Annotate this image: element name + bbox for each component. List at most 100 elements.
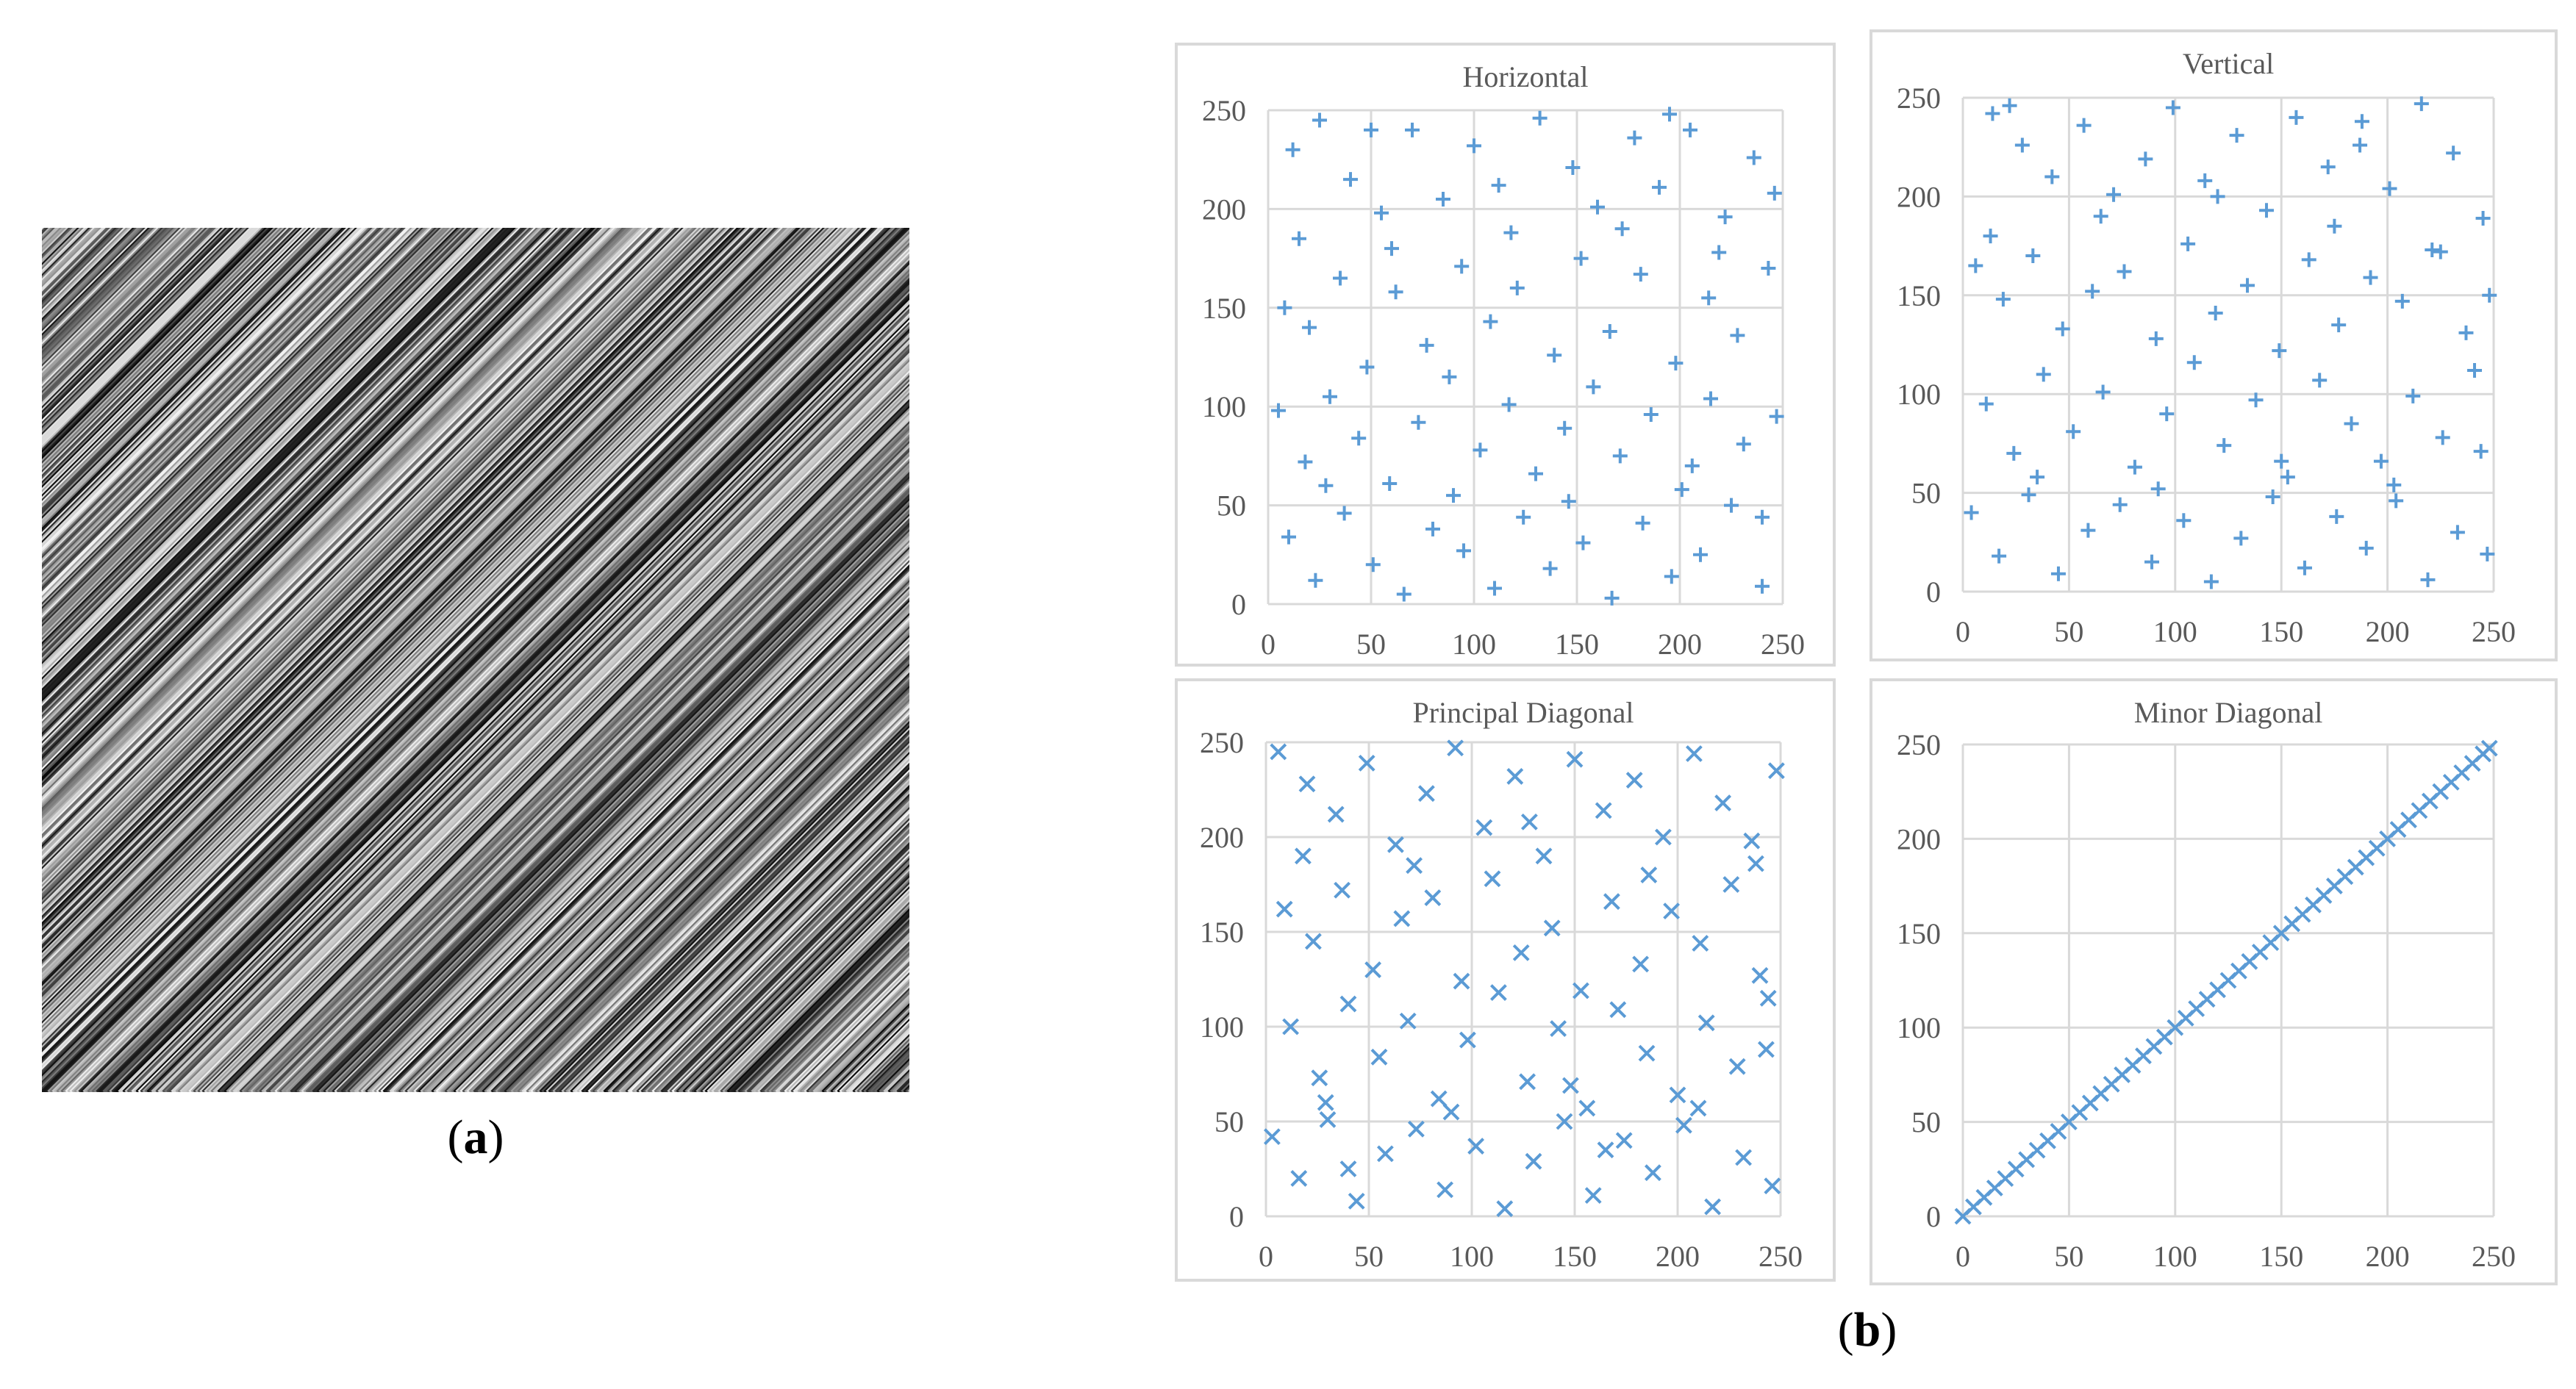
scatter-point bbox=[1399, 1012, 1417, 1030]
scatter-point bbox=[1487, 581, 1502, 596]
scatter-point bbox=[1550, 1020, 1567, 1037]
principal-diagonal-gridlines bbox=[1264, 741, 1782, 1218]
caption-b-letter: b bbox=[1853, 1303, 1881, 1357]
scatter-point bbox=[1519, 1073, 1536, 1091]
x-tick-label: 150 bbox=[2259, 615, 2303, 648]
scatter-point bbox=[1483, 314, 1498, 329]
scatter-point bbox=[1327, 805, 1345, 823]
scatter-point bbox=[1339, 995, 1357, 1013]
scatter-point bbox=[1632, 955, 1650, 973]
y-tick-label: 250 bbox=[1897, 728, 1941, 761]
scatter-point bbox=[1308, 573, 1323, 588]
minor-diagonal-chart: 0 50 100 150 200 250 0 50 100 150 200 250 Minor Diag… bbox=[1870, 678, 2558, 1285]
scatter-point bbox=[1417, 785, 1435, 803]
scatter-point bbox=[2138, 151, 2153, 167]
scatter-point bbox=[2389, 493, 2404, 509]
scatter-point bbox=[1456, 543, 1471, 559]
minor-diagonal-points bbox=[1954, 739, 2498, 1225]
horizontal-points bbox=[1271, 107, 1784, 606]
scatter-point bbox=[2030, 470, 2045, 485]
caption-a: (a) bbox=[447, 1110, 504, 1164]
scatter-point bbox=[1586, 379, 1601, 395]
scatter-point bbox=[2297, 560, 2312, 575]
y-tick-label: 0 bbox=[1231, 588, 1246, 621]
scatter-point bbox=[2473, 444, 2489, 459]
scatter-point bbox=[1376, 1145, 1394, 1163]
y-tick-label: 250 bbox=[1200, 726, 1244, 759]
scatter-point bbox=[1503, 225, 1519, 240]
scatter-point bbox=[1384, 241, 1399, 256]
scatter-point bbox=[1453, 972, 1470, 990]
x-tick-label: 100 bbox=[2153, 1240, 2197, 1273]
scatter-point bbox=[1664, 569, 1679, 584]
scatter-point bbox=[1387, 836, 1404, 853]
x-tick-label: 250 bbox=[2472, 615, 2516, 648]
scatter-point bbox=[1755, 509, 1770, 525]
scatter-point bbox=[1319, 1111, 1337, 1128]
y-tick-label: 0 bbox=[1926, 1200, 1941, 1233]
scatter-point bbox=[1635, 515, 1650, 531]
scatter-point bbox=[1364, 961, 1382, 979]
x-tick-label: 100 bbox=[2153, 615, 2197, 648]
scatter-point bbox=[1351, 431, 1367, 446]
y-tick-label: 100 bbox=[1200, 1011, 1244, 1044]
scatter-point bbox=[2312, 373, 2328, 388]
scatter-point bbox=[1285, 142, 1300, 157]
vertical-gridlines bbox=[1961, 96, 2495, 593]
scatter-point bbox=[1290, 1169, 1308, 1187]
scatter-point bbox=[1590, 199, 1605, 215]
scatter-point bbox=[1603, 893, 1620, 911]
caption-a-letter: a bbox=[463, 1110, 488, 1164]
scatter-point bbox=[1393, 910, 1411, 927]
scatter-point bbox=[1755, 578, 1770, 594]
scatter-point bbox=[2239, 278, 2255, 293]
scatter-point bbox=[2353, 137, 2368, 153]
y-tick-label: 0 bbox=[1926, 575, 1941, 609]
caption-b: (b) bbox=[1837, 1303, 1897, 1357]
scatter-point bbox=[1684, 458, 1700, 473]
scatter-point bbox=[2208, 305, 2223, 320]
x-tick-label: 150 bbox=[1555, 628, 1599, 661]
scatter-point bbox=[1294, 847, 1312, 865]
vertical-points bbox=[1964, 96, 2497, 589]
y-tick-label: 50 bbox=[1911, 477, 1941, 510]
scatter-point bbox=[2165, 100, 2180, 115]
scatter-point bbox=[1437, 1181, 1454, 1199]
scatter-point bbox=[1561, 494, 1576, 509]
scatter-point bbox=[1614, 221, 1630, 237]
scatter-point bbox=[1484, 870, 1501, 888]
scatter-point bbox=[1683, 122, 1697, 137]
scatter-point bbox=[2433, 244, 2448, 259]
scatter-point bbox=[1509, 280, 1525, 295]
principal-diagonal-chart: 0 50 100 150 200 250 0 50 100 150 200 250 Principal … bbox=[1175, 678, 1836, 1282]
x-tick-label: 250 bbox=[2472, 1240, 2516, 1273]
scatter-point bbox=[1506, 768, 1524, 785]
y-tick-label: 200 bbox=[1202, 193, 1246, 226]
x-tick-label: 0 bbox=[1956, 615, 1970, 648]
scatter-point bbox=[1701, 290, 1717, 306]
scatter-point bbox=[1281, 529, 1296, 545]
scatter-point bbox=[1964, 505, 1979, 520]
scatter-point bbox=[1595, 802, 1612, 819]
scatter-point bbox=[2081, 523, 2096, 538]
scatter-point bbox=[1644, 1164, 1661, 1182]
scatter-point bbox=[2331, 317, 2347, 333]
scatter-point bbox=[1767, 185, 1782, 201]
scatter-point bbox=[2144, 554, 2160, 570]
scatter-point bbox=[1978, 396, 1994, 412]
x-tick-label: 50 bbox=[2054, 615, 2083, 648]
scatter-point bbox=[2394, 293, 2410, 309]
scatter-point bbox=[1358, 754, 1375, 772]
scatter-point bbox=[2258, 203, 2274, 218]
scatter-point bbox=[1382, 476, 1398, 492]
y-tick-label: 250 bbox=[1202, 94, 1246, 127]
x-tick-label: 100 bbox=[1452, 628, 1496, 661]
scatter-point bbox=[1612, 448, 1628, 464]
x-tick-label: 0 bbox=[1259, 1240, 1273, 1273]
scatter-point bbox=[1992, 548, 2007, 564]
scatter-point bbox=[1292, 231, 1306, 246]
scatter-point bbox=[1473, 442, 1488, 458]
scatter-point bbox=[1343, 172, 1358, 187]
scatter-point bbox=[1757, 1041, 1775, 1058]
scatter-point bbox=[1728, 1058, 1746, 1075]
